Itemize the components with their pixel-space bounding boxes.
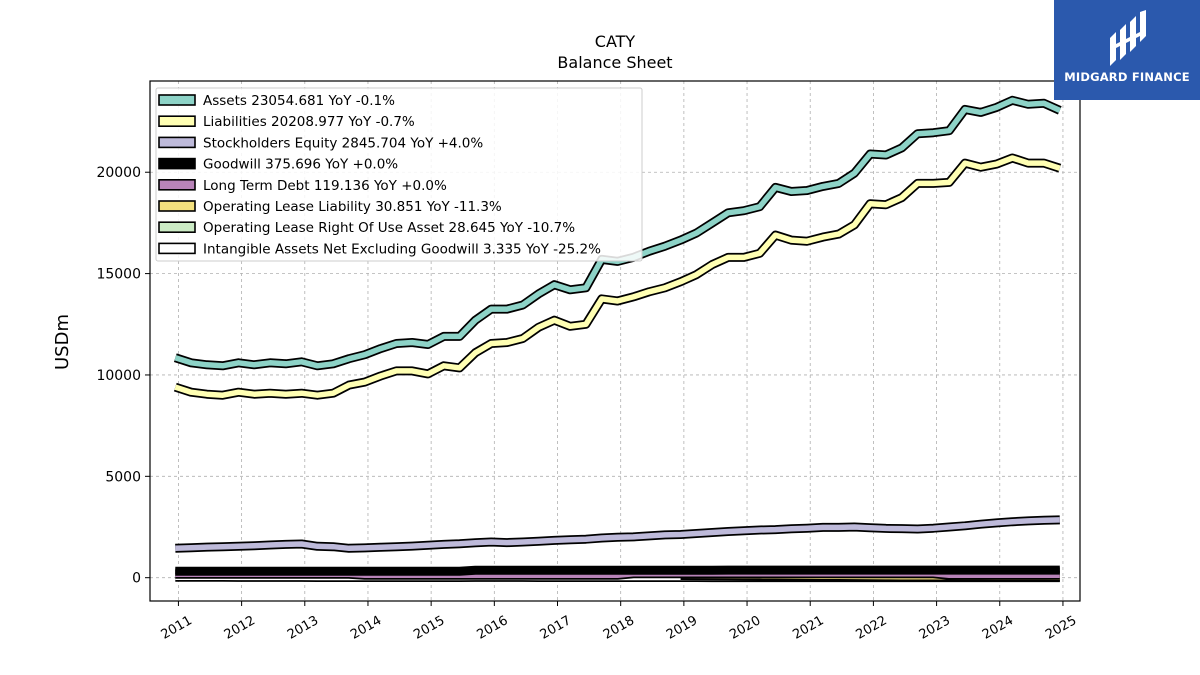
x-tick-label: 2014 xyxy=(348,613,384,643)
x-tick-label: 2021 xyxy=(790,613,826,643)
legend: Assets 23054.681 YoY -0.1% Liabilities 20… xyxy=(155,87,643,262)
y-axis-label: USDm xyxy=(52,314,73,370)
x-tick-label: 2011 xyxy=(159,613,195,643)
legend-label: Intangible Assets Net Excluding Goodwill… xyxy=(203,241,601,257)
plot-frame xyxy=(149,80,1081,602)
legend-swatch xyxy=(158,221,196,233)
legend-swatch xyxy=(158,242,196,255)
legend-label: Assets 23054.681 YoY -0.1% xyxy=(203,93,395,109)
legend-swatch xyxy=(158,115,196,127)
y-tick-label: 10000 xyxy=(96,368,141,384)
grid xyxy=(150,81,1080,601)
x-tick-label: 2013 xyxy=(285,613,321,643)
logo-badge: MIDGARD FINANCE xyxy=(1054,0,1200,100)
series-line xyxy=(175,567,1060,575)
series-goodwill xyxy=(175,565,1060,576)
legend-swatch xyxy=(158,179,196,191)
y-tick-label: 0 xyxy=(132,571,141,587)
legend-label: Stockholders Equity 2845.704 YoY +4.0% xyxy=(203,135,483,151)
x-tick-label: 2015 xyxy=(411,613,447,643)
legend-swatch xyxy=(158,94,196,106)
legend-label: Goodwill 375.696 YoY +0.0% xyxy=(203,157,398,173)
series-line xyxy=(174,155,1061,398)
x-tick-label: 2019 xyxy=(664,613,700,643)
legend-swatch xyxy=(158,200,196,212)
x-tick-label: 2023 xyxy=(917,613,953,643)
x-tick-label: 2017 xyxy=(538,613,574,643)
y-tick-label: 5000 xyxy=(105,469,141,485)
legend-label: Operating Lease Right Of Use Asset 28.64… xyxy=(203,220,575,236)
series-liabilities xyxy=(173,153,1062,400)
legend-label: Long Term Debt 119.136 YoY +0.0% xyxy=(203,178,447,194)
logo-text: MIDGARD FINANCE xyxy=(1064,70,1190,84)
legend-swatch xyxy=(158,136,196,149)
midgard-logo-icon xyxy=(1110,10,1146,66)
x-tick-label: 2020 xyxy=(727,613,763,643)
series-lines xyxy=(173,95,1062,583)
x-tick-label: 2024 xyxy=(980,613,1016,643)
legend-label: Liabilities 20208.977 YoY -0.7% xyxy=(203,114,415,130)
x-tick-label: 2018 xyxy=(601,613,637,643)
chart-title: CATY xyxy=(595,32,636,51)
y-tick-label: 15000 xyxy=(96,267,141,283)
legend-label: Operating Lease Liability 30.851 YoY -11… xyxy=(203,199,502,215)
chart-subtitle: Balance Sheet xyxy=(557,53,672,72)
legend-box xyxy=(155,87,643,262)
x-tick-label: 2022 xyxy=(854,613,890,643)
x-tick-label: 2012 xyxy=(222,613,258,643)
series-stockholders-equity xyxy=(175,515,1060,553)
x-tick-label: 2025 xyxy=(1043,613,1079,643)
series-line xyxy=(175,517,1060,552)
y-tick-label: 20000 xyxy=(96,165,141,181)
x-tick-label: 2016 xyxy=(474,613,510,643)
legend-swatch xyxy=(158,157,196,170)
